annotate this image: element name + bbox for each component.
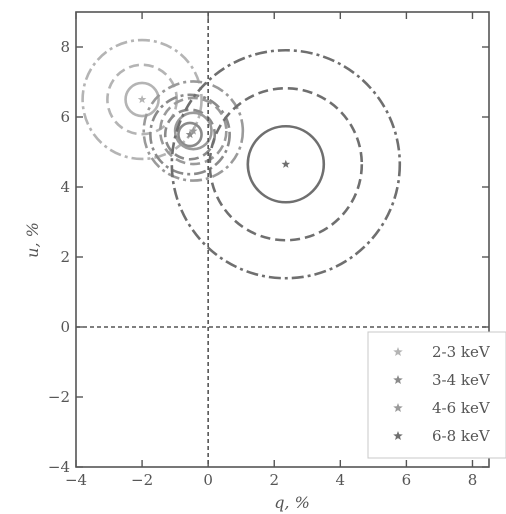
y-tick-label: 0 [60, 318, 70, 336]
y-tick-label: 4 [60, 178, 70, 196]
legend-box [367, 331, 506, 459]
legend-marker-series-1 [393, 347, 403, 357]
legend-marker-series-2 [393, 375, 403, 385]
contour-solid-series-2 [177, 121, 203, 148]
contour-solid-series-3 [173, 111, 213, 151]
center-star-series-1 [137, 95, 147, 104]
legend-marker-series-4 [393, 431, 403, 441]
contour-layer [81, 38, 402, 280]
reference-lines [76, 12, 489, 467]
x-tick-label: −4 [65, 471, 87, 489]
center-star-series-2 [185, 130, 195, 139]
center-star-series-3 [189, 126, 198, 135]
x-tick-label: 8 [468, 471, 478, 489]
contour-dashed-series-4 [208, 86, 364, 242]
legend-marker-series-3 [393, 403, 403, 413]
x-tick-label: 0 [203, 471, 213, 489]
y-tick-label: −2 [48, 388, 70, 406]
legend-label-series-2: 3-4 keV [432, 371, 491, 389]
plot-frame [75, 11, 490, 468]
contour-solid-series-1 [124, 81, 160, 118]
plot-border [75, 11, 490, 468]
contour-solid-series-4 [246, 124, 326, 204]
contour-dash-dot-series-2 [149, 93, 231, 176]
contour-dashed-series-3 [158, 96, 228, 166]
legend-label-series-1: 2-3 keV [432, 343, 491, 361]
legend: 2-3 keV 3-4 keV 4-6 keV 6-8 keV [367, 331, 506, 459]
y-tick-label: 6 [60, 108, 70, 126]
x-tick-label: 4 [336, 471, 346, 489]
x-axis-label: q, % [274, 493, 310, 512]
axis-ticks: −4 −2 0 2 4 6 8 −4 −2 0 2 4 6 8 [48, 12, 489, 489]
y-tick-label: 8 [60, 38, 70, 56]
contour-dash-dot-series-1 [81, 38, 203, 161]
x-tick-label: −2 [131, 471, 153, 489]
y-tick-label: −4 [48, 458, 70, 476]
y-axis-label: u, % [23, 222, 42, 258]
contour-dash-dot-series-4 [170, 48, 402, 280]
y-tick-label: 2 [60, 248, 70, 266]
contour-dash-dot-series-3 [142, 80, 245, 182]
contour-dashed-series-1 [106, 63, 179, 136]
center-marker-layer [137, 95, 291, 168]
legend-label-series-3: 4-6 keV [432, 399, 491, 417]
x-tick-label: 2 [269, 471, 279, 489]
x-tick-label: 6 [402, 471, 412, 489]
legend-label-series-4: 6-8 keV [432, 427, 491, 445]
center-star-series-4 [281, 159, 291, 168]
contour-dashed-series-2 [163, 108, 217, 161]
